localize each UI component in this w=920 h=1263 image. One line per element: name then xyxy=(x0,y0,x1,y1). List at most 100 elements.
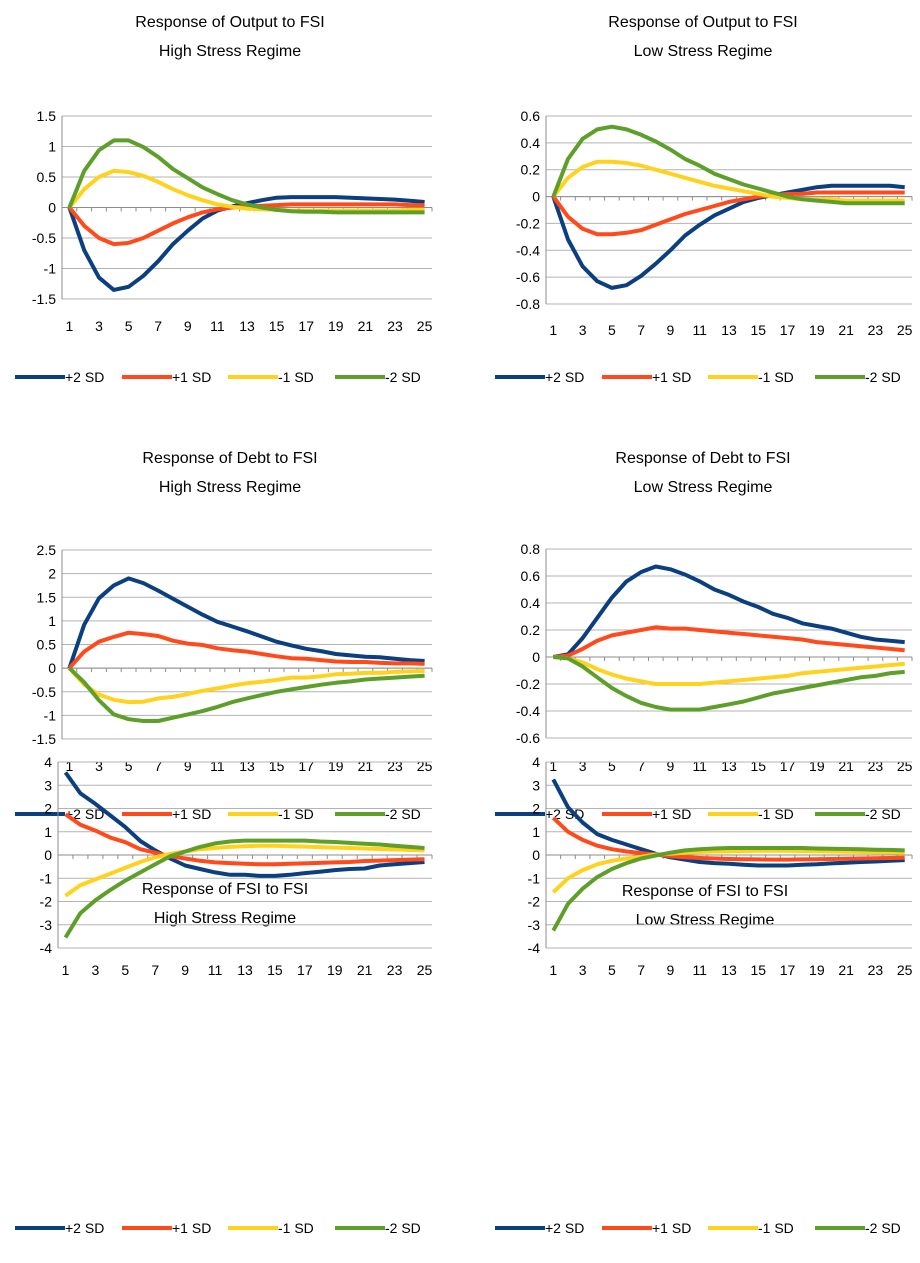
x-tick-label: 13 xyxy=(721,758,737,774)
x-tick-label: 19 xyxy=(327,962,343,978)
series-line-1sd-plus1sd xyxy=(551,190,905,237)
legend: +2 SD +1 SD -1 SD -2 SD xyxy=(15,806,421,822)
series-line-2sd-minus2sd xyxy=(553,655,905,712)
y-tick-label: -2 xyxy=(528,894,541,910)
x-tick-label: 21 xyxy=(357,962,373,978)
y-tick-label: 2 xyxy=(44,801,52,817)
y-tick-label: 1 xyxy=(48,613,56,629)
x-tick-label: 5 xyxy=(608,962,616,978)
legend-label: +2 SD xyxy=(65,806,104,822)
x-tick-label: 21 xyxy=(358,758,374,774)
series-line-2sd-plus2sd xyxy=(67,576,425,669)
chart-title-line-2: High Stress Regime xyxy=(154,910,296,927)
legend-label: -1 SD xyxy=(758,1220,794,1236)
x-tick-label: 17 xyxy=(298,758,314,774)
y-tick-label: -0.5 xyxy=(32,684,56,700)
chart-title-line-2: Low Stress Regime xyxy=(634,479,773,496)
legend-label: -2 SD xyxy=(385,806,421,822)
y-tick-label: -3 xyxy=(40,917,53,933)
x-tick-label: 19 xyxy=(328,758,344,774)
series-line-1sd-plus1sd xyxy=(551,816,905,862)
x-tick-label: 19 xyxy=(809,962,825,978)
y-tick-label: -0.6 xyxy=(516,269,540,285)
x-tick-label: 25 xyxy=(417,318,433,334)
y-tick-label: 0.6 xyxy=(521,568,541,584)
y-tick-label: -1 xyxy=(40,870,53,886)
y-tick-label: 1 xyxy=(44,824,52,840)
x-tick-label: 13 xyxy=(237,962,253,978)
legend: +2 SD +1 SD -1 SD -2 SD xyxy=(15,369,421,385)
x-tick-label: 17 xyxy=(780,758,796,774)
x-tick-label: 25 xyxy=(897,758,913,774)
series-line-2sd-plus2sd xyxy=(551,183,905,290)
legend-label: +1 SD xyxy=(652,1220,691,1236)
y-tick-label: 2 xyxy=(48,566,56,582)
chart-title-line-1: Response of Output to FSI xyxy=(608,14,797,31)
x-tick-label: 9 xyxy=(184,758,192,774)
x-tick-label: 3 xyxy=(95,318,103,334)
x-tick-label: 13 xyxy=(239,318,255,334)
y-tick-label: -0.2 xyxy=(516,215,540,231)
y-tick-label: 1.5 xyxy=(37,589,57,605)
x-tick-label: 7 xyxy=(637,962,645,978)
y-tick-label: 0 xyxy=(48,200,56,216)
series-line-2sd-minus2sd xyxy=(551,124,905,206)
x-tick-label: 11 xyxy=(692,758,707,774)
y-tick-label: 0 xyxy=(532,189,540,205)
legend-label: -2 SD xyxy=(865,369,901,385)
chart-title-line-1: Response of Debt to FSI xyxy=(142,450,317,467)
x-tick-label: 3 xyxy=(579,758,587,774)
x-tick-label: 1 xyxy=(66,758,74,774)
y-tick-label: -0.8 xyxy=(516,296,540,312)
y-tick-label: 0 xyxy=(532,649,540,665)
y-tick-label: -0.5 xyxy=(32,230,56,246)
series-line-2sd-plus2sd xyxy=(551,778,905,868)
x-tick-label: 13 xyxy=(721,322,737,338)
x-tick-label: 7 xyxy=(154,318,162,334)
series-line-2sd-minus2sd xyxy=(551,846,905,932)
y-tick-label: -1 xyxy=(44,261,57,277)
y-tick-label: -1 xyxy=(44,707,57,723)
legend-label: +2 SD xyxy=(545,369,584,385)
x-tick-label: 1 xyxy=(66,318,74,334)
y-tick-label: 3 xyxy=(44,777,52,793)
y-tick-label: 4 xyxy=(532,754,540,770)
chart-panel-1: Response of Output to FSI High Stress Reg… xyxy=(15,14,433,385)
y-tick-label: -0.6 xyxy=(516,730,540,746)
y-tick-label: -0.4 xyxy=(516,242,540,258)
legend-label: +1 SD xyxy=(172,1220,211,1236)
y-tick-label: -4 xyxy=(528,940,541,956)
x-tick-label: 9 xyxy=(667,962,675,978)
x-tick-label: 23 xyxy=(868,962,884,978)
x-tick-label: 15 xyxy=(269,318,285,334)
x-tick-label: 19 xyxy=(328,318,344,334)
legend: +2 SD +1 SD -1 SD -2 SD xyxy=(495,1220,901,1236)
y-tick-label: 0.4 xyxy=(521,595,541,611)
y-tick-label: -2 xyxy=(40,894,53,910)
x-tick-label: 19 xyxy=(809,758,825,774)
x-tick-label: 13 xyxy=(239,758,255,774)
x-tick-label: 3 xyxy=(95,758,103,774)
x-tick-label: 17 xyxy=(297,962,313,978)
x-tick-label: 25 xyxy=(897,962,913,978)
x-tick-label: 1 xyxy=(549,758,557,774)
chart-title-line-1: Response of Debt to FSI xyxy=(615,450,790,467)
series-line-2sd-plus2sd xyxy=(63,771,425,878)
chart-title-line-2: Low Stress Regime xyxy=(634,43,773,60)
legend-label: -1 SD xyxy=(278,1220,314,1236)
x-tick-label: 5 xyxy=(121,962,129,978)
series-line-1sd-plus1sd xyxy=(64,812,425,867)
x-tick-label: 15 xyxy=(750,322,766,338)
legend-label: -1 SD xyxy=(758,369,794,385)
x-tick-label: 25 xyxy=(417,758,433,774)
x-tick-label: 25 xyxy=(417,962,433,978)
x-tick-label: 9 xyxy=(181,962,189,978)
x-tick-label: 11 xyxy=(692,322,707,338)
series-line-1sd-minus1sd xyxy=(551,159,905,203)
legend-label: -1 SD xyxy=(278,806,314,822)
chart-title-line-1: Response of FSI to FSI xyxy=(142,881,308,898)
chart-panel-5: Response of FSI to FSI High Stress Regime… xyxy=(15,754,433,1236)
legend-label: -2 SD xyxy=(385,1220,421,1236)
series-line-1sd-minus1sd xyxy=(64,843,425,898)
legend-label: +1 SD xyxy=(172,369,211,385)
